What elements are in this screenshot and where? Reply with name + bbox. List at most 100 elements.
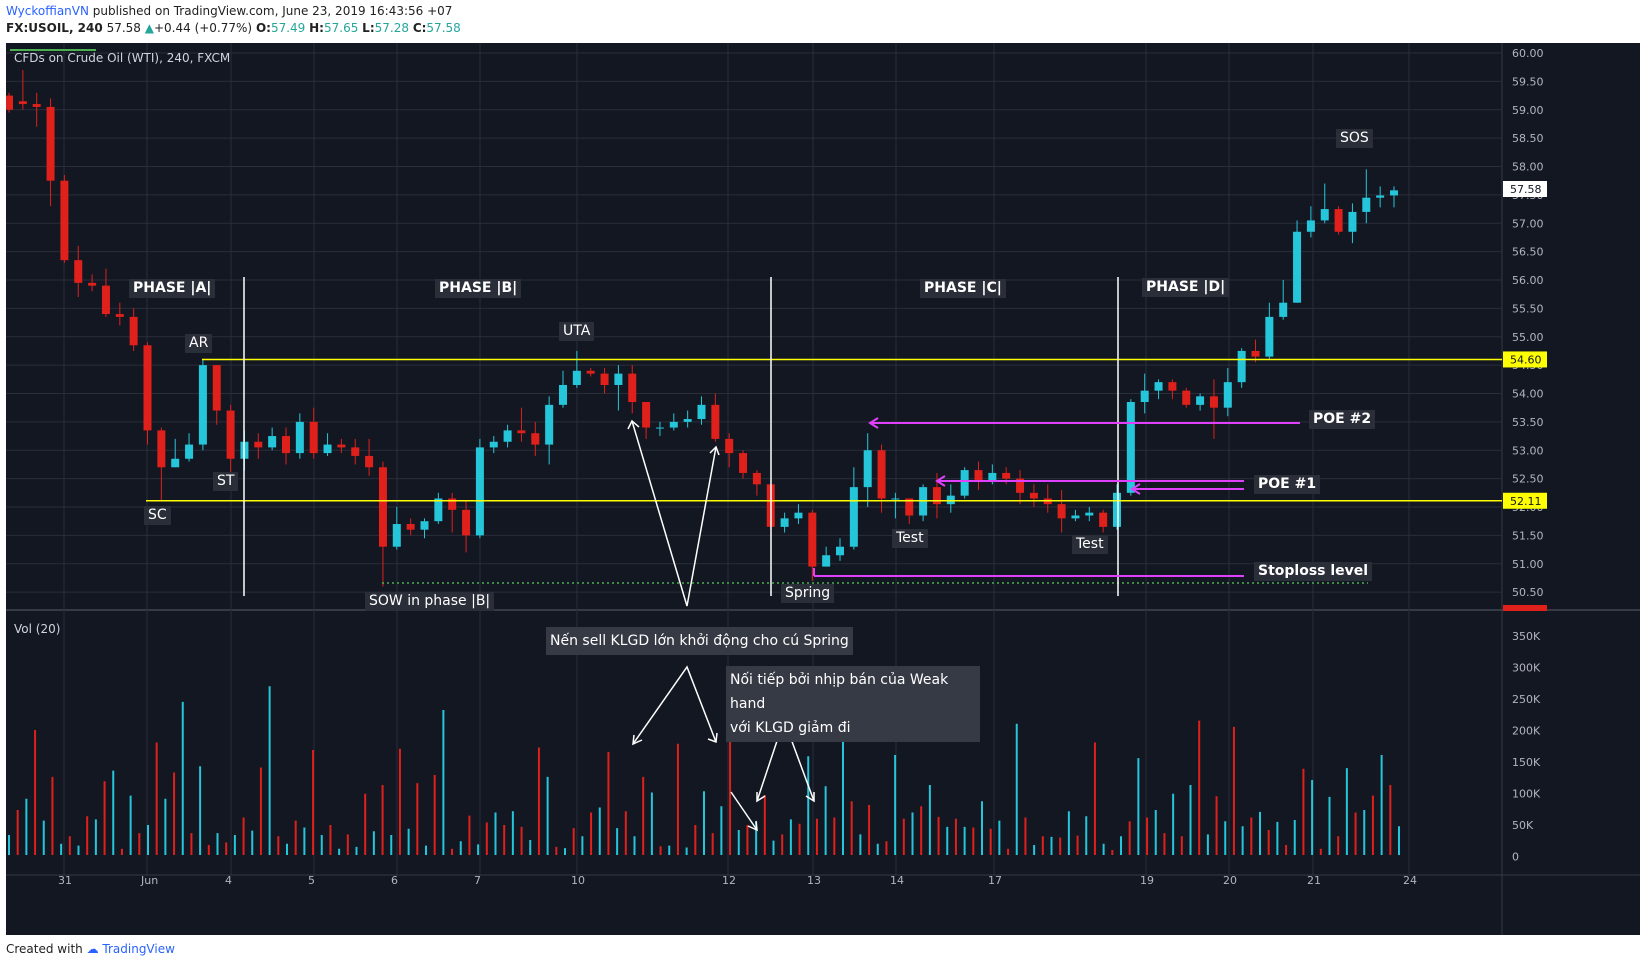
candle-body (434, 498, 443, 522)
candle-body (323, 444, 332, 454)
candle-body (932, 487, 941, 505)
volume-bar (1363, 810, 1366, 855)
arrowhead-right-up (709, 445, 720, 456)
candle-body (448, 498, 457, 510)
current-price-tag: 57.58 (1510, 183, 1542, 196)
volume-bar (1050, 836, 1053, 855)
volume-bar (737, 830, 740, 855)
event-st-label: ST (213, 472, 239, 491)
stoploss-label: Stoploss level (1254, 562, 1373, 581)
volume-bar (755, 821, 758, 855)
publisher-link[interactable]: WyckoffianVN (6, 4, 89, 18)
volume-bar (242, 817, 245, 855)
price-tick-label: 58.00 (1512, 161, 1544, 174)
date-tick-label: 24 (1403, 874, 1417, 887)
ohlc-line: FX:USOIL, 240 57.58 ▲+0.44 (+0.77%) O:57… (6, 20, 461, 37)
volume-bar (815, 818, 818, 855)
event-uta-label: UTA (559, 322, 595, 341)
arrowhead-weak-right (805, 792, 815, 803)
volume-bar (1067, 811, 1070, 855)
price-tick-label: 56.00 (1512, 274, 1544, 287)
volume-bar (1319, 848, 1322, 855)
volume-bar (868, 805, 871, 855)
volume-bar (798, 823, 801, 855)
chart-canvas[interactable]: 60.0059.5059.0058.5058.0057.5057.0056.50… (6, 43, 1640, 935)
chart-frame[interactable]: 60.0059.5059.0058.5058.0057.5057.0056.50… (6, 43, 1640, 935)
volume-tick-label: 0 (1512, 851, 1519, 864)
volume-bar (225, 842, 228, 855)
volume-bar (859, 834, 862, 855)
volume-bar (1163, 833, 1166, 855)
volume-bar (511, 811, 514, 855)
candle-body (711, 404, 720, 439)
candle-body (129, 316, 138, 346)
volume-bar (1041, 836, 1044, 855)
price-tick-label: 53.00 (1512, 444, 1544, 457)
candle-body (1099, 512, 1108, 527)
high-value: 57.65 (323, 21, 359, 35)
candle-body (185, 444, 194, 459)
event-sos-label: SOS (1336, 129, 1373, 148)
volume-bar (1059, 837, 1062, 855)
volume-bar (181, 701, 184, 855)
candle-body (960, 470, 969, 496)
volume-bar (711, 833, 714, 855)
candle-body (669, 421, 678, 428)
volume-bar (885, 841, 888, 855)
candle-body (1196, 396, 1205, 405)
volume-bar (147, 825, 149, 855)
volume-bar (303, 827, 306, 855)
volume-bar (572, 828, 575, 855)
price-tick-label: 55.00 (1512, 331, 1544, 344)
candle-body (614, 373, 623, 385)
volume-bar (928, 785, 931, 855)
volume-bar (398, 748, 401, 855)
candle-body (1113, 492, 1121, 527)
candle-body (143, 345, 152, 431)
tradingview-logo-icon[interactable]: ☁ TradingView (86, 942, 175, 956)
date-tick-label: 5 (308, 874, 315, 887)
volume-bar (1302, 768, 1305, 855)
volume-bar (902, 818, 905, 855)
candle-body (836, 546, 844, 556)
candle-body (1002, 472, 1011, 479)
volume-bar (1259, 811, 1261, 855)
candle-body (683, 419, 692, 422)
volume-bar (1293, 820, 1296, 855)
volume-bar (1354, 812, 1357, 855)
volume-bar (894, 755, 897, 855)
note-sell-volume: Nến sell KLGD lớn khởi động cho cú Sprin… (546, 627, 853, 655)
phase-d-label: PHASE |D| (1142, 278, 1230, 297)
candle-body (1085, 512, 1094, 516)
volume-bar (329, 825, 332, 855)
candle-body (198, 365, 207, 445)
volume-bar (546, 776, 549, 855)
volume-bar (989, 828, 992, 855)
candle-body (1293, 231, 1302, 303)
candle-body (1016, 478, 1025, 493)
candle-body (974, 470, 983, 482)
volume-bar (1276, 821, 1279, 855)
published-text: published on TradingView.com, June 23, 2… (92, 4, 453, 18)
poe2-label: POE #2 (1309, 410, 1376, 429)
volume-tick-label: 200K (1512, 725, 1541, 738)
volume-bar (1371, 795, 1374, 855)
volume-bar (1093, 742, 1096, 855)
date-tick-label: 14 (890, 874, 904, 887)
phase-a-label: PHASE |A| (129, 279, 216, 298)
candle-body (780, 518, 789, 527)
candle-body (1057, 504, 1066, 519)
volume-bar (763, 795, 766, 855)
phase-c-label: PHASE |C| (920, 279, 1006, 298)
price-tick-label: 55.50 (1512, 302, 1544, 315)
volume-bar (294, 820, 297, 855)
volume-bar (372, 831, 375, 855)
volume-bar (981, 801, 983, 855)
volume-bar (1389, 785, 1392, 855)
volume-bar (937, 816, 940, 855)
volume-bar (633, 836, 636, 855)
volume-bar (789, 819, 792, 855)
volume-bar (468, 815, 471, 855)
lower-range-price-tag-bg (1503, 492, 1547, 509)
event-sow-label: SOW in phase |B| (365, 592, 495, 611)
